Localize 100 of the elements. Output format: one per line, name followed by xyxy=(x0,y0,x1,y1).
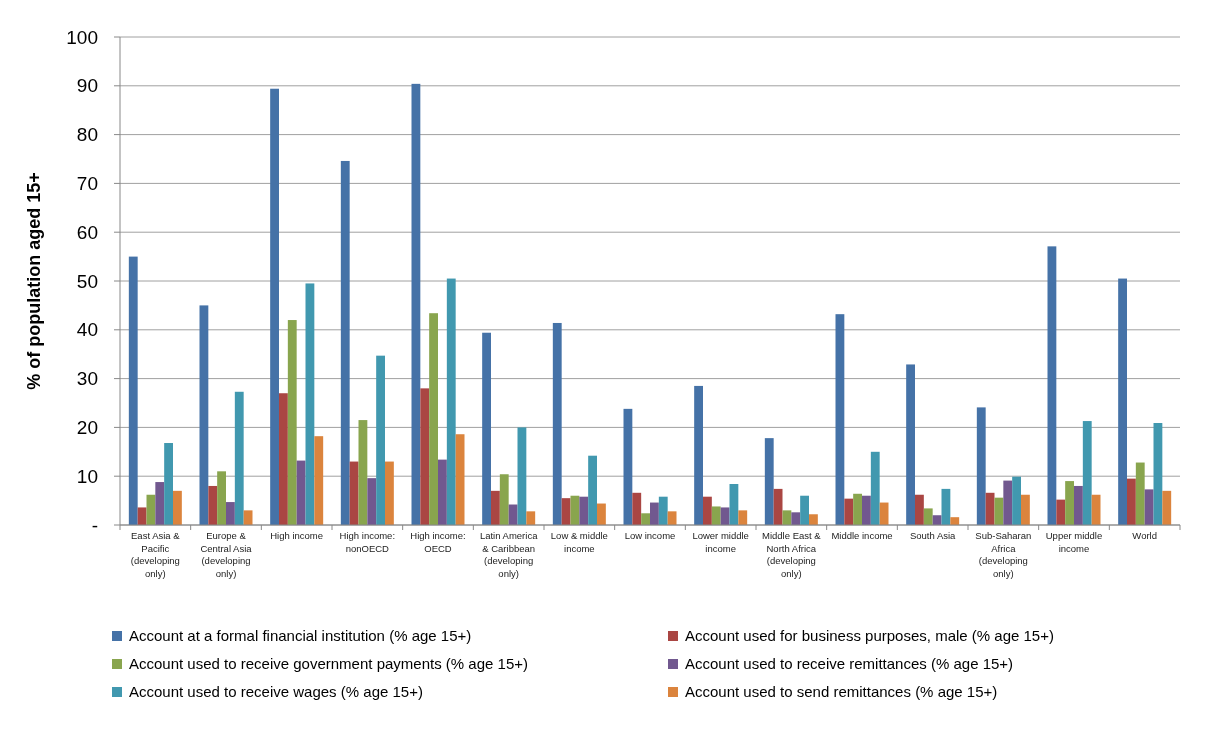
bar xyxy=(358,420,368,525)
bar xyxy=(137,507,147,525)
bar xyxy=(632,492,642,525)
legend-label: Account at a formal financial institution (% age 15+) xyxy=(129,627,472,645)
y-tick-label: 80 xyxy=(76,124,98,146)
y-tick-label: 100 xyxy=(66,26,98,48)
legend-label: Account used to send remittances (% age 15+) xyxy=(685,683,998,701)
bar xyxy=(455,434,465,525)
bar xyxy=(791,512,801,525)
bar xyxy=(1021,494,1030,525)
bar xyxy=(438,459,447,525)
bar xyxy=(1056,499,1066,525)
bar xyxy=(349,461,359,525)
x-tick-label: High income: nonOECD xyxy=(339,530,396,554)
bar xyxy=(429,313,438,525)
x-tick-label: High income: OECD xyxy=(410,530,466,554)
y-tick-label: 10 xyxy=(76,465,98,487)
bar xyxy=(623,408,633,525)
bar xyxy=(243,510,253,525)
bar xyxy=(234,391,244,525)
bar xyxy=(641,513,650,525)
bar xyxy=(720,507,730,525)
bar xyxy=(985,492,995,525)
bar xyxy=(1135,462,1145,525)
bar xyxy=(1091,494,1101,525)
y-tick-label: - xyxy=(91,514,98,536)
bar xyxy=(376,355,385,525)
bar xyxy=(420,388,430,525)
bar xyxy=(1047,246,1057,525)
bar xyxy=(588,455,597,525)
bar xyxy=(915,494,924,525)
x-tick-label: South Asia xyxy=(909,530,957,541)
bar xyxy=(950,517,960,525)
y-tick-label: 70 xyxy=(76,173,98,195)
bar xyxy=(764,438,774,525)
bar xyxy=(923,508,933,525)
bar xyxy=(1153,423,1163,525)
bar xyxy=(835,314,845,525)
bar xyxy=(1074,485,1083,525)
bar xyxy=(561,498,571,525)
bar xyxy=(932,515,942,525)
x-tick-label: World xyxy=(1132,530,1157,541)
x-tick-label: Upper middle income xyxy=(1045,530,1103,554)
bar xyxy=(305,283,315,525)
x-tick-label: Low income xyxy=(624,530,676,541)
bar xyxy=(526,511,536,525)
x-tick-label: Latin America & Caribbean (developing only) xyxy=(479,530,539,579)
bar xyxy=(270,88,279,525)
bar xyxy=(1144,489,1154,525)
bar xyxy=(199,305,209,525)
bar xyxy=(703,496,712,525)
bar xyxy=(658,496,668,525)
bar xyxy=(853,493,862,525)
bar xyxy=(287,320,297,525)
x-tick-label: Middle East & North Africa (developing only) xyxy=(762,530,822,579)
bar xyxy=(367,478,377,525)
bar xyxy=(385,461,394,525)
bar xyxy=(128,256,138,525)
x-tick-label: Lower middle income xyxy=(692,530,749,554)
bar xyxy=(711,506,721,525)
y-tick-label: 60 xyxy=(76,221,98,243)
bar xyxy=(491,490,500,525)
bar xyxy=(208,485,218,525)
bar xyxy=(155,482,165,525)
bar xyxy=(173,490,182,525)
legend-label: Account used to receive remittances (% age 15+) xyxy=(685,655,1014,673)
bar xyxy=(1003,480,1013,525)
bar xyxy=(499,474,509,525)
bar xyxy=(279,393,288,525)
x-tick-label: Middle income xyxy=(831,530,893,541)
bar xyxy=(738,510,748,525)
bar xyxy=(446,278,456,525)
bar xyxy=(773,488,783,525)
bar xyxy=(1082,421,1092,525)
bar xyxy=(844,498,854,525)
legend-label: Account used to receive wages (% age 15+) xyxy=(129,683,423,701)
y-tick-label: 20 xyxy=(76,417,98,439)
bar xyxy=(314,436,324,525)
bar xyxy=(870,451,880,525)
x-tick-label: Europe & Central Asia (developing only) xyxy=(200,530,253,579)
legend-label: Account used for business purposes, male (% age 15+) xyxy=(685,627,1054,645)
bar xyxy=(1012,476,1021,525)
bar xyxy=(800,495,809,525)
bar xyxy=(226,502,235,525)
y-tick-label: 40 xyxy=(76,319,98,341)
y-tick-label: 50 xyxy=(76,270,98,292)
bar xyxy=(217,471,226,525)
bar xyxy=(340,160,350,525)
bar xyxy=(1065,481,1074,525)
y-axis-title: % of population aged 15+ xyxy=(24,172,44,390)
bar xyxy=(482,332,491,525)
bar xyxy=(517,427,527,525)
bar xyxy=(579,496,589,525)
x-tick-label: Low & middle income xyxy=(550,530,608,554)
bar xyxy=(296,460,306,525)
bar xyxy=(1127,478,1136,525)
bar xyxy=(879,502,889,525)
bar xyxy=(1118,278,1127,525)
bar xyxy=(650,502,659,525)
y-tick-label: 30 xyxy=(76,368,98,390)
